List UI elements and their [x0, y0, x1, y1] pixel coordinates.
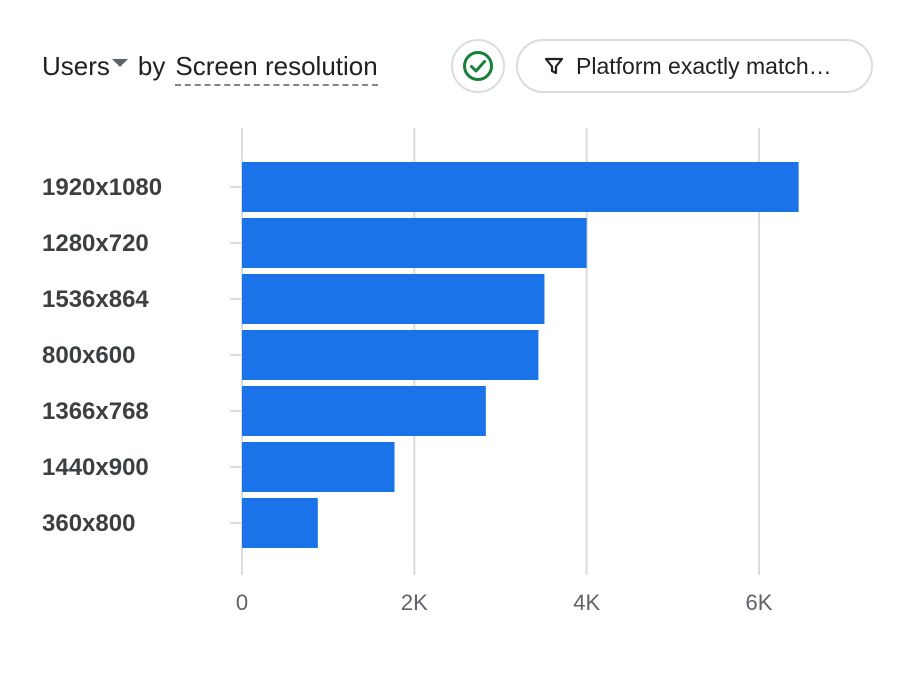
category-label: 1536x864	[42, 286, 149, 313]
x-tick-label: 2K	[401, 590, 428, 615]
bar[interactable]	[242, 162, 799, 212]
bar[interactable]	[242, 330, 539, 380]
bar[interactable]	[242, 442, 395, 492]
bar[interactable]	[242, 498, 318, 548]
by-label: by	[137, 50, 166, 81]
bar[interactable]	[242, 386, 486, 436]
category-label: 360x800	[42, 510, 135, 537]
platform-filter-chip[interactable]: Platform exactly match…	[516, 39, 873, 93]
category-label: 800x600	[42, 342, 135, 369]
filter-funnel-icon	[544, 56, 564, 76]
category-label: 1440x900	[42, 454, 149, 481]
chart-header: Users by Screen resolution	[42, 38, 378, 98]
filter-label: Platform exactly match…	[576, 52, 832, 79]
check-circle-icon	[463, 51, 493, 81]
category-label: 1920x1080	[42, 174, 162, 201]
status-check-button[interactable]	[451, 39, 505, 93]
category-label: 1280x720	[42, 230, 149, 257]
x-tick-label: 6K	[746, 590, 773, 615]
x-tick-label: 0	[236, 590, 248, 615]
dimension-selector[interactable]: Screen resolution	[175, 51, 378, 86]
chart-title: Users by Screen resolution	[42, 51, 378, 86]
x-tick-label: 4K	[573, 590, 600, 615]
metric-selector[interactable]: Users	[42, 51, 128, 82]
metric-label: Users	[42, 50, 110, 81]
bar[interactable]	[242, 274, 545, 324]
bar[interactable]	[242, 218, 587, 268]
caret-down-icon[interactable]	[111, 59, 128, 67]
category-label: 1366x768	[42, 398, 149, 425]
